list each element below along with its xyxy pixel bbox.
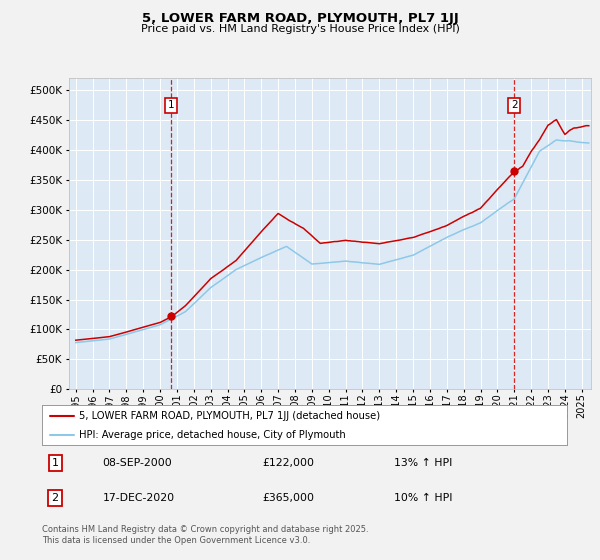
Text: HPI: Average price, detached house, City of Plymouth: HPI: Average price, detached house, City…: [79, 430, 346, 440]
Text: 10% ↑ HPI: 10% ↑ HPI: [394, 493, 452, 503]
Text: £122,000: £122,000: [263, 458, 314, 468]
Text: Contains HM Land Registry data © Crown copyright and database right 2025.
This d: Contains HM Land Registry data © Crown c…: [42, 525, 368, 545]
Text: 5, LOWER FARM ROAD, PLYMOUTH, PL7 1JJ: 5, LOWER FARM ROAD, PLYMOUTH, PL7 1JJ: [142, 12, 458, 25]
Text: 17-DEC-2020: 17-DEC-2020: [103, 493, 175, 503]
Text: 5, LOWER FARM ROAD, PLYMOUTH, PL7 1JJ (detached house): 5, LOWER FARM ROAD, PLYMOUTH, PL7 1JJ (d…: [79, 411, 380, 421]
Text: 08-SEP-2000: 08-SEP-2000: [103, 458, 172, 468]
Text: 1: 1: [168, 100, 175, 110]
Text: 13% ↑ HPI: 13% ↑ HPI: [394, 458, 452, 468]
Text: 1: 1: [52, 458, 59, 468]
Text: Price paid vs. HM Land Registry's House Price Index (HPI): Price paid vs. HM Land Registry's House …: [140, 24, 460, 34]
Text: 2: 2: [511, 100, 518, 110]
Text: £365,000: £365,000: [263, 493, 314, 503]
Text: 2: 2: [52, 493, 59, 503]
